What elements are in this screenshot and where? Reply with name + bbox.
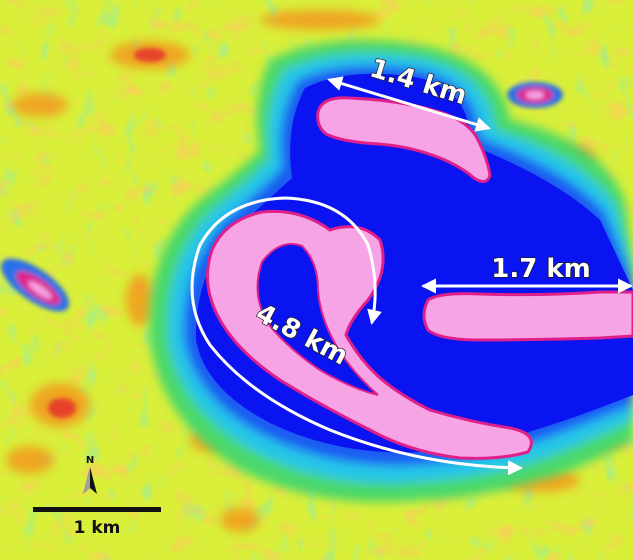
annotation-arrows <box>190 76 633 476</box>
scale-bar: 1 km <box>33 507 161 538</box>
left-anomaly <box>0 258 70 312</box>
label-1-7km: 1.7 km <box>491 254 591 284</box>
arc-inner-hole <box>256 243 379 396</box>
top-right-spot <box>507 82 563 108</box>
arrow-1-4km <box>327 76 491 132</box>
right-anomaly <box>422 290 633 342</box>
scale-bar-line <box>33 507 161 512</box>
scale-bar-label: 1 km <box>74 518 121 538</box>
arrow-4-8km <box>190 196 523 476</box>
north-arrow: N <box>83 455 97 494</box>
north-label: N <box>86 455 94 466</box>
